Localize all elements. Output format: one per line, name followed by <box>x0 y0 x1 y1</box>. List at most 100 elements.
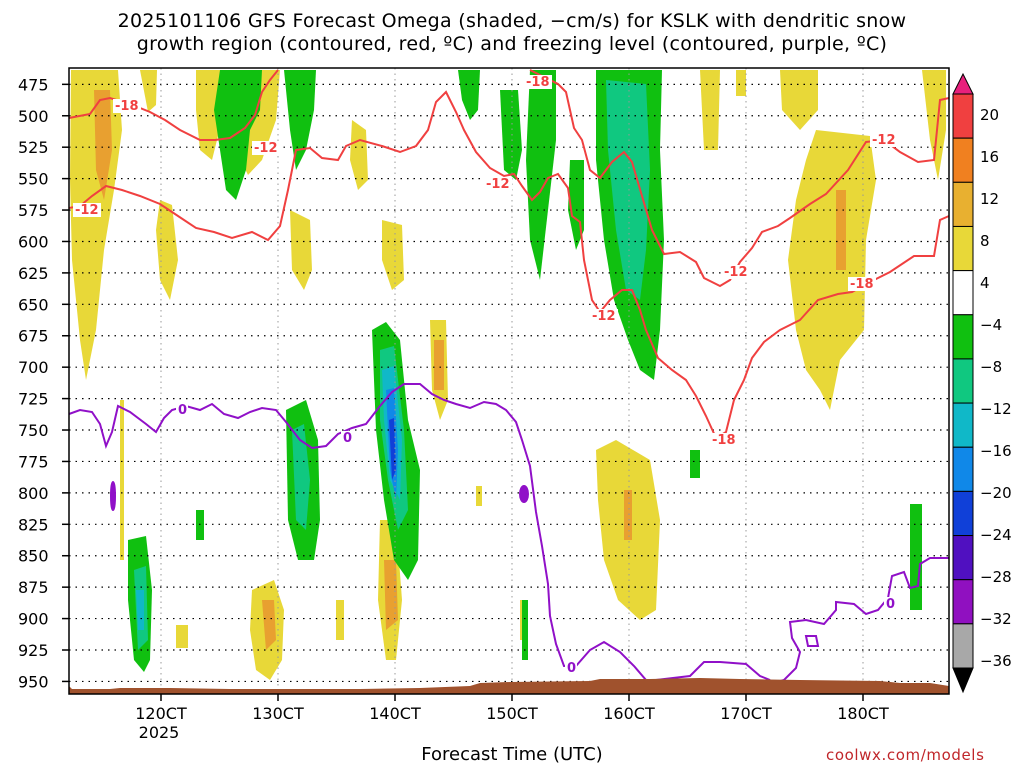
freezing-contour-label: 0 <box>178 403 187 418</box>
colorbar-label: −32 <box>980 610 1012 628</box>
freezing-contour <box>519 485 529 503</box>
freezing-contours <box>68 383 949 685</box>
dgz-contour-label: -12 <box>486 177 510 192</box>
y-tick-label: 475 <box>18 75 49 94</box>
colorbar-label: −12 <box>980 400 1012 418</box>
contour-label-bg <box>565 661 577 675</box>
dgz-contour-label: -18 <box>712 433 736 448</box>
colorbar-box <box>952 137 974 183</box>
x-tick-label: 130CT <box>252 704 304 723</box>
contour-label-bg <box>848 277 876 291</box>
omega-area <box>690 450 700 478</box>
colorbar-label: 12 <box>980 190 999 208</box>
y-tick-label: 850 <box>18 547 49 566</box>
y-tick-label: 525 <box>18 138 49 157</box>
contour-labels: -18 -12 -12 -12 -18 -12 -12 -18 -12 -18 0 0 0 0 <box>73 75 898 676</box>
dgz-contour <box>68 90 950 440</box>
contour-label-bg <box>252 141 280 155</box>
y-tick-label: 875 <box>18 578 49 597</box>
x-tick-label: 160CT <box>603 704 655 723</box>
omega-area <box>136 590 144 630</box>
dgz-contour <box>68 69 279 141</box>
colorbar-label: 16 <box>980 148 999 166</box>
colorbar-box <box>952 623 974 669</box>
omega-area <box>94 90 112 200</box>
y-tick-label: 925 <box>18 641 49 660</box>
y-tick-label: 800 <box>18 484 49 503</box>
dgz-contour-label: -12 <box>872 133 896 148</box>
omega-area <box>500 90 522 180</box>
colorbar-label: −28 <box>980 568 1012 586</box>
colorbar-label: −24 <box>980 526 1012 544</box>
contour-label-bg <box>484 177 512 191</box>
omega-area <box>140 70 157 112</box>
x-axis: 120CT 130CT 140CT 150CT 160CT 170CT 180CT 2025 <box>135 694 889 742</box>
omega-area <box>836 190 846 270</box>
omega-area <box>780 70 818 130</box>
y-tick-label: 675 <box>18 327 49 346</box>
plot-frame <box>68 67 950 695</box>
colorbar-label: −16 <box>980 442 1012 460</box>
chart-title-line-1: 2025101106 GFS Forecast Omega (shaded, −… <box>117 10 907 32</box>
dgz-contour-label: -18 <box>850 277 874 292</box>
x-tick-label: 150CT <box>486 704 538 723</box>
colorbar-box <box>952 446 974 492</box>
y-tick-label: 500 <box>18 107 49 126</box>
freezing-contour <box>769 557 949 685</box>
y-tick-label: 900 <box>18 610 49 629</box>
contour-label-bg <box>590 309 618 323</box>
omega-area <box>522 600 528 660</box>
chart-title-line-2: growth region (contoured, red, ºC) and f… <box>136 33 888 55</box>
omega-area <box>120 400 124 560</box>
colorbar-label: 4 <box>980 274 990 292</box>
omega-area <box>788 130 876 410</box>
y-tick-label: 550 <box>18 170 49 189</box>
colorbar-label: 8 <box>980 232 990 250</box>
colorbar-label: −36 <box>980 652 1012 670</box>
omega-area <box>476 486 482 506</box>
colorbar-box <box>952 535 974 581</box>
omega-area <box>434 340 444 390</box>
dgz-contour-label: -12 <box>75 203 99 218</box>
y-axis: 475 500 525 550 575 600 625 650 675 700 725 750 775 8… <box>18 75 69 691</box>
omega-area <box>922 70 946 180</box>
colorbar-box <box>952 93 974 139</box>
contour-label-bg <box>341 431 353 445</box>
omega-area <box>214 70 262 200</box>
colorbar-box <box>952 579 974 625</box>
dgz-contour-label: -12 <box>724 265 748 280</box>
omega-area <box>606 80 650 300</box>
contour-label-bg <box>73 203 101 217</box>
omega-area <box>336 600 344 640</box>
terrain <box>69 678 949 694</box>
colorbar-box <box>952 402 974 448</box>
y-tick-label: 775 <box>18 452 49 471</box>
x-tick-label: 120CT <box>135 704 187 723</box>
colorbar-box <box>952 314 974 360</box>
contour-label-bg <box>884 597 896 611</box>
omega-area <box>196 510 204 540</box>
x-tick-label: 170CT <box>720 704 772 723</box>
colorbar-label: −8 <box>980 358 1002 376</box>
x-tick-year: 2025 <box>139 723 180 742</box>
omega-area <box>384 560 398 630</box>
freezing-contour-label: 0 <box>567 661 576 676</box>
omega-area <box>156 200 178 300</box>
freezing-contour-label: 0 <box>886 597 895 612</box>
colorbar-label: 20 <box>980 106 999 124</box>
colorbar-box <box>952 358 974 404</box>
omega-area <box>910 504 922 610</box>
dgz-contour-label: -18 <box>526 75 550 90</box>
colorbar-cap-bottom <box>952 667 974 694</box>
omega-area <box>458 70 480 120</box>
colorbar-cap-top <box>952 72 974 95</box>
contour-label-bg <box>722 265 750 279</box>
dgz-contour-label: -12 <box>592 309 616 324</box>
omega-area <box>526 70 556 280</box>
dgz-contour-label: -12 <box>254 141 278 156</box>
omega-area <box>736 70 746 96</box>
x-tick-label: 180CT <box>837 704 889 723</box>
x-tick-label: 140CT <box>369 704 421 723</box>
colorbar-box <box>952 490 974 537</box>
